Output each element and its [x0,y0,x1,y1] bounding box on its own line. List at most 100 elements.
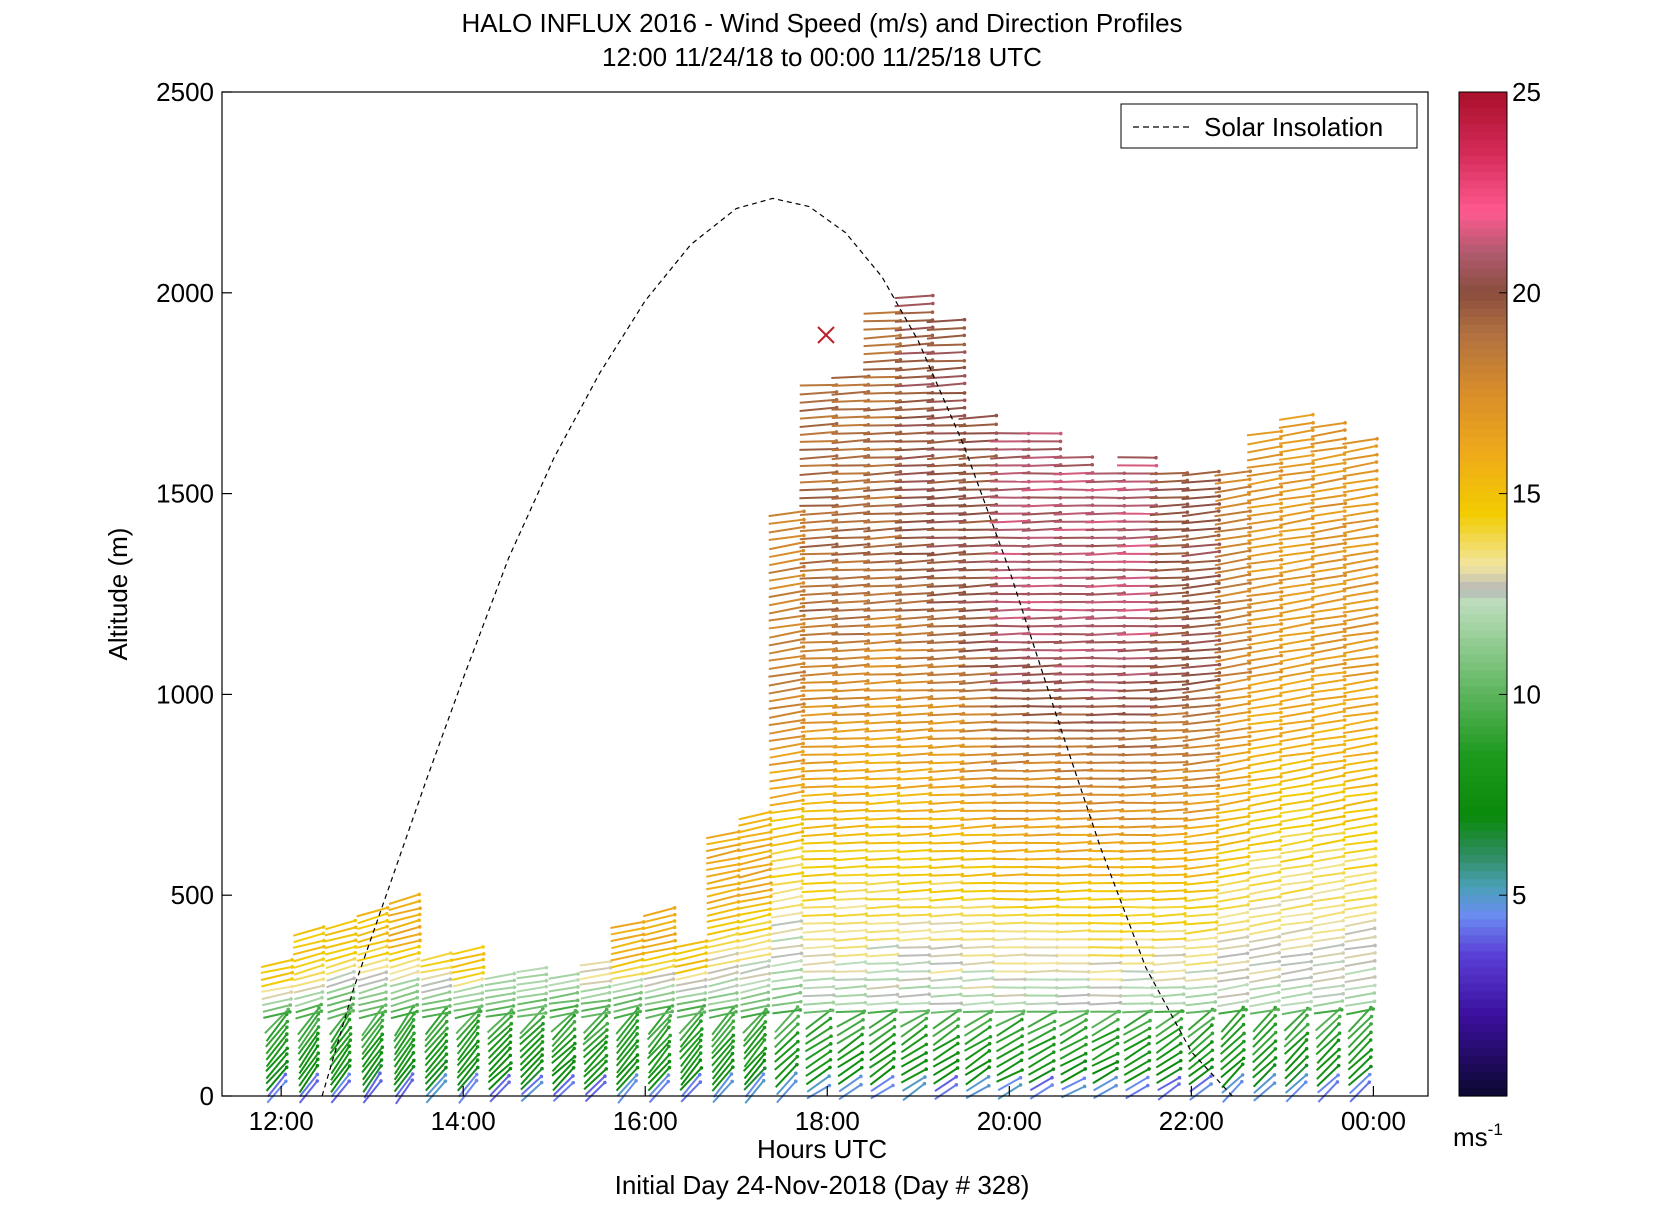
wind-barb [896,825,931,829]
wind-barb-head [962,398,967,403]
wind-barb [831,438,869,445]
wind-barb [265,1047,288,1073]
wind-barb-head [1117,1009,1122,1014]
wind-barb [992,849,1027,854]
wind-barb [1312,919,1344,927]
wind-barb-head [635,1065,640,1070]
wind-barb-head [1342,485,1347,489]
wind-barb [326,997,354,1007]
wind-barb [1120,897,1154,902]
wind-barb [964,1042,991,1061]
wind-barb [799,576,837,580]
wind-barb [1120,929,1154,933]
wind-barb-head [1246,757,1251,762]
wind-barb-head [1341,838,1346,842]
wind-barb [549,991,578,1000]
wind-barb-head [1278,757,1283,762]
wind-barb [611,972,643,981]
wind-barb-head [1277,983,1281,988]
wind-barb-head [1343,421,1347,425]
wind-barb [362,1065,382,1093]
wind-barb [262,997,292,1007]
wind-barb-head [763,1066,767,1071]
wind-barb [960,889,995,893]
wind-barb-head [731,1039,735,1043]
wind-barb [1311,806,1345,815]
wind-barb [1093,1076,1117,1092]
wind-barb [895,615,933,621]
wind-barb [1310,446,1346,453]
wind-barb-head [1183,864,1188,868]
wind-barb [611,965,643,975]
wind-barb-head [1216,767,1221,772]
wind-barb-head [543,1004,548,1008]
wind-barb [926,318,965,324]
wind-barb [1057,970,1089,973]
wind-barb [1216,863,1249,872]
wind-barb-head [827,1083,832,1088]
wind-barb [330,1080,350,1104]
wind-barb-head [1213,1008,1217,1013]
wind-barb-head [1178,1066,1183,1071]
wind-barb [831,536,869,540]
wind-barb-head [962,326,967,330]
wind-barb-head [1115,1060,1120,1064]
wind-barb [1342,469,1377,478]
wind-barb-head [731,1045,735,1049]
wind-barb-head [1245,935,1250,939]
wind-barb-head [1341,789,1346,794]
wind-barb-head [988,1017,993,1022]
wind-barb [1347,1023,1372,1049]
wind-barb-head [801,596,806,601]
wind-barb-head [667,1044,671,1049]
wind-barb-head [316,1031,320,1036]
wind-barb-head [703,984,708,989]
wind-barb-head [481,965,486,969]
wind-barb [358,983,386,995]
wind-barb-head [1216,734,1220,738]
wind-barb [1215,838,1249,848]
wind-barb-head [802,564,806,569]
wind-barb [1025,969,1057,974]
wind-barb-head [762,1058,767,1063]
wind-barb-head [987,1058,992,1063]
wind-barb-head [1369,1014,1374,1019]
colorbar-band [1459,156,1507,165]
wind-barb [1182,743,1219,750]
wind-barb-head [1342,758,1347,763]
wind-barb [894,375,933,380]
wind-barb-head [793,1079,798,1084]
wind-barb [870,1075,894,1092]
wind-barb-head [417,925,422,929]
wind-barb-head [834,414,839,418]
wind-barb [1022,712,1061,717]
wind-barb-head [290,965,295,969]
wind-barb-head [1375,654,1379,658]
wind-barb [1214,735,1250,742]
wind-barb [1246,493,1282,502]
wind-barb-head [1214,968,1218,973]
wind-barb [484,992,515,1000]
wind-barb [894,552,933,556]
wind-barb-head [831,993,836,997]
wind-barb-head [828,1042,833,1046]
wind-barb-head [962,453,966,458]
wind-barb-head [1248,605,1252,609]
wind-barb [1342,663,1378,670]
wind-barbs [260,293,1379,1105]
wind-barb [1311,815,1345,823]
wind-barb [927,680,964,685]
colorbar-band [1459,686,1507,695]
wind-barb-head [1183,872,1188,877]
wind-barb [898,985,930,990]
wind-barb [1278,421,1314,429]
wind-barb-head [897,679,902,683]
wind-barb [1155,1018,1182,1038]
wind-barb [926,343,965,347]
wind-barb-head [383,1009,388,1014]
wind-barb [959,688,996,693]
wind-barb [769,830,803,840]
wind-barb-head [1278,742,1283,746]
wind-barb [896,745,932,749]
wind-barb-head [1374,702,1379,706]
